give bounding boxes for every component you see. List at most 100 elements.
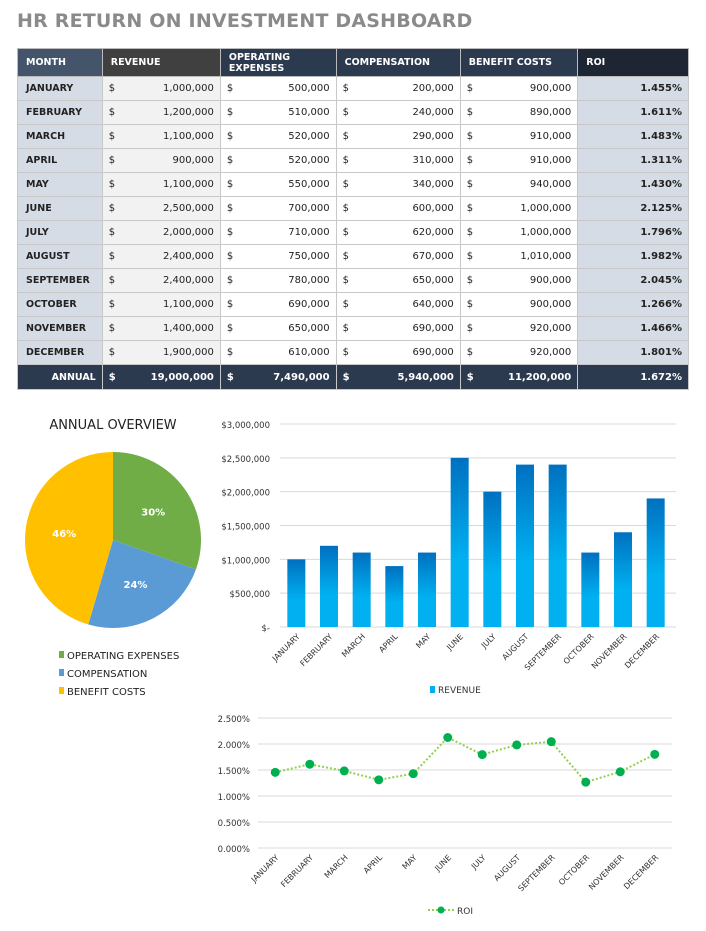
currency-symbol: $ [342, 347, 349, 358]
currency-symbol: $ [108, 371, 116, 383]
amount-cell: $2,400,000 [101, 268, 221, 293]
currency-symbol: $ [108, 275, 116, 286]
amount-cell: $240,000 [335, 100, 461, 125]
currency-symbol: $ [108, 155, 116, 166]
month-cell: FEBRUARY [17, 100, 103, 125]
amount-value: 710,000 [288, 227, 330, 238]
y-tick-label: 2.000% [218, 741, 250, 751]
x-tick-label: JUNE [444, 632, 465, 653]
amount-value: 900,000 [529, 275, 572, 286]
currency-symbol: $ [466, 203, 474, 214]
roi-point [305, 759, 315, 769]
currency-symbol: $ [226, 227, 234, 238]
amount-cell: $1,900,000 [101, 340, 221, 365]
amount-cell: $610,000 [219, 340, 337, 365]
currency-symbol: $ [342, 323, 349, 334]
x-tick-label: APRIL [362, 853, 385, 876]
amount-value: 940,000 [529, 179, 572, 190]
amount-value: 1,000,000 [520, 203, 572, 214]
currency-symbol: $ [466, 251, 474, 262]
currency-symbol: $ [466, 179, 474, 190]
roi-point [443, 733, 453, 742]
currency-symbol: $ [226, 203, 234, 214]
amount-value: 1,100,000 [162, 179, 214, 190]
month-cell: AUGUST [17, 244, 103, 269]
amount-value: 690,000 [412, 323, 454, 334]
pie-slice [25, 452, 114, 625]
legend-label: BENEFIT COSTS [67, 687, 146, 698]
currency-symbol: $ [466, 371, 474, 383]
revenue-bar [516, 464, 534, 627]
amount-value: 700,000 [288, 203, 330, 214]
amount-value: 1,000,000 [162, 83, 214, 94]
amount-value: 670,000 [412, 251, 454, 262]
currency-symbol: $ [342, 83, 349, 94]
table-row: MAY $1,100,000 $550,000 $340,000 $940,000 1.4… [17, 172, 689, 197]
pie-data-label: 30% [141, 508, 165, 519]
currency-symbol: $ [108, 347, 116, 358]
revenue-bar [385, 566, 404, 627]
currency-symbol: $ [108, 83, 116, 94]
currency-symbol: $ [342, 371, 350, 383]
roi-cell: 1.483% [577, 124, 689, 149]
x-tick-label: DECEMBER [622, 853, 660, 891]
currency-symbol: $ [466, 107, 474, 118]
month-cell: JULY [17, 220, 103, 245]
amount-value: 5,940,000 [397, 371, 454, 383]
table-row: NOVEMBER $1,400,000 $650,000 $690,000 $920,0… [17, 316, 689, 341]
table-row: SEPTEMBER $2,400,000 $780,000 $650,000 $900,… [17, 268, 689, 293]
currency-symbol: $ [342, 275, 349, 286]
currency-symbol: $ [226, 323, 234, 334]
currency-symbol: $ [226, 299, 234, 310]
roi-cell: 1.266% [577, 292, 689, 317]
amount-cell: $500,000 [219, 76, 337, 101]
roi-point [477, 750, 487, 760]
y-tick-label: $- [262, 624, 270, 634]
legend-label: ROI [457, 907, 473, 917]
currency-symbol: $ [342, 299, 349, 310]
amount-value: 920,000 [529, 347, 572, 358]
amount-value: 2,500,000 [162, 203, 214, 214]
roi-cell: 2.125% [577, 196, 689, 221]
amount-value: 520,000 [288, 155, 330, 166]
roi-line [275, 736, 656, 784]
y-tick-label: $2,500,000 [221, 455, 270, 465]
x-tick-label: OCTOBER [562, 632, 596, 666]
amount-value: 1,200,000 [162, 107, 214, 118]
legend-swatch [430, 686, 435, 693]
amount-cell: $910,000 [459, 124, 579, 149]
currency-symbol: $ [226, 131, 234, 142]
currency-symbol: $ [466, 347, 474, 358]
amount-value: 1,100,000 [162, 299, 214, 310]
amount-value: 650,000 [412, 275, 454, 286]
currency-symbol: $ [226, 251, 234, 262]
currency-symbol: $ [466, 155, 474, 166]
currency-symbol: $ [342, 227, 349, 238]
amount-cell: $340,000 [335, 172, 461, 197]
amount-value: 1,000,000 [520, 227, 572, 238]
currency-symbol: $ [108, 203, 116, 214]
revenue-bar [450, 457, 469, 627]
pie-slice [113, 452, 201, 570]
amount-cell: $920,000 [459, 316, 579, 341]
y-tick-label: 0.500% [218, 819, 250, 829]
y-tick-label: $1,000,000 [221, 556, 270, 566]
amount-cell: $11,200,000 [459, 364, 579, 390]
currency-symbol: $ [466, 131, 474, 142]
currency-symbol: $ [226, 347, 234, 358]
pie-slice [88, 540, 196, 628]
amount-value: 310,000 [412, 155, 454, 166]
revenue-bar [548, 464, 567, 627]
legend-swatch [59, 669, 64, 676]
currency-symbol: $ [342, 203, 349, 214]
x-tick-label: MARCH [340, 632, 367, 659]
amount-value: 910,000 [529, 131, 572, 142]
amount-value: 510,000 [288, 107, 330, 118]
currency-symbol: $ [342, 131, 349, 142]
revenue-bar [614, 532, 632, 627]
month-cell: MARCH [17, 124, 103, 149]
currency-symbol: $ [466, 275, 474, 286]
x-tick-label: JUNE [432, 853, 453, 874]
amount-cell: $640,000 [335, 292, 461, 317]
